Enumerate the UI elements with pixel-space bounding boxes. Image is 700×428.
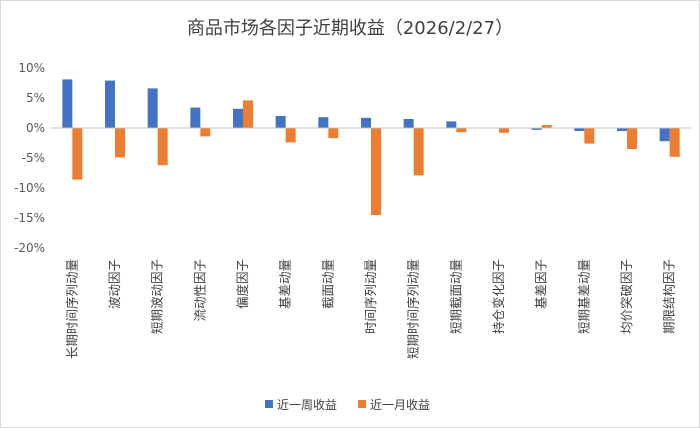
bar-weekly-return [574,128,585,131]
bar-weekly-return [617,128,627,131]
bar-monthly-return [243,100,253,128]
bar-monthly-return [584,128,595,144]
category-label: 偏度因子 [235,259,250,309]
category-label: 流动性因子 [192,259,207,322]
category-label: 短期时间序列动量 [406,259,421,359]
legend: 近一周收益 近一月收益 [265,398,430,412]
y-tick-label: 5% [26,91,45,105]
category-label: 持仓变化因子 [491,259,506,334]
bar-monthly-return [115,128,125,158]
bar-weekly-return [190,107,201,128]
y-tick-label: -10% [14,181,45,195]
category-label: 基差动量 [278,259,293,309]
bar-monthly-return [499,128,509,133]
category-labels: 长期时间序列动量 波动因子 短期波动因子 流动性因子 偏度因子 基差动量 截面动量 时间序列动… [64,259,676,359]
bar-monthly-return [371,128,381,215]
y-tick-label: -15% [14,211,45,225]
bar-weekly-return [361,117,371,128]
bar-weekly-return [531,128,542,130]
bar-monthly-return [200,128,211,137]
legend-label-monthly: 近一月收益 [370,398,430,412]
legend-swatch-weekly [265,400,273,408]
category-label: 基差因子 [534,259,549,309]
bar-monthly-return [541,125,552,128]
bar-weekly-return [233,108,243,128]
bar-monthly-return [285,128,296,143]
category-label: 期限结构因子 [662,259,677,334]
category-label: 短期截面动量 [448,259,463,334]
bar-monthly-return [157,128,168,166]
category-label: 时间序列动量 [363,259,378,334]
category-label: 短期波动因子 [150,259,165,334]
y-tick-label: 10% [18,61,45,75]
bar-monthly-return [328,128,339,139]
y-tick-label: -5% [22,151,45,165]
category-label: 波动因子 [107,259,122,309]
y-tick-label: -20% [14,241,45,255]
bar-weekly-return [318,117,329,128]
legend-swatch-monthly [358,400,366,408]
category-label: 均价突破因子 [619,259,634,334]
bar-weekly-return [147,88,158,128]
legend-label-weekly: 近一周收益 [277,398,337,412]
bar-weekly-return [659,128,670,142]
bar-monthly-return [627,128,637,149]
bar-weekly-return [105,80,115,128]
bar-monthly-return [72,128,83,180]
bar-monthly-return [413,128,424,176]
category-label: 截面动量 [320,259,335,309]
y-tick-label: 0% [26,121,45,135]
bar-monthly-return [669,128,680,157]
chart-title: 商品市场各因子近期收益（2026/2/27） [187,18,513,39]
category-label: 短期基差动量 [576,259,591,334]
bar-monthly-return [456,128,467,133]
bar-weekly-return [62,79,73,128]
bar-weekly-return [275,116,286,128]
bars-group [62,79,680,215]
bar-weekly-return [403,119,414,128]
bar-weekly-return [446,121,457,128]
category-label: 长期时间序列动量 [64,259,79,359]
y-axis-tick-labels: 10% 5% 0% -5% -10% -15% -20% [14,61,45,255]
